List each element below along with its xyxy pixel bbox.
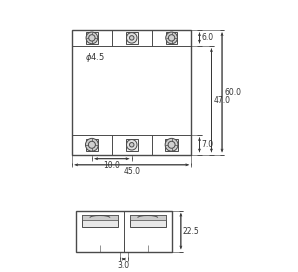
Bar	[82, 215, 118, 227]
Bar	[165, 139, 178, 151]
Circle shape	[166, 32, 177, 44]
Text: 6.0: 6.0	[201, 33, 214, 42]
Circle shape	[126, 140, 137, 150]
Bar	[126, 32, 138, 44]
Text: 10.0: 10.0	[103, 161, 120, 170]
Bar	[86, 139, 98, 151]
Bar	[130, 215, 166, 220]
Text: 3.0: 3.0	[118, 261, 130, 270]
Bar	[166, 32, 177, 44]
Text: 47.0: 47.0	[214, 96, 231, 105]
Bar	[76, 211, 172, 252]
Bar	[82, 215, 118, 220]
Bar	[130, 215, 166, 227]
Circle shape	[86, 138, 98, 151]
Bar	[125, 139, 138, 151]
Text: 7.0: 7.0	[201, 140, 214, 149]
Text: 45.0: 45.0	[123, 167, 140, 176]
Circle shape	[89, 141, 95, 148]
Bar	[72, 30, 192, 155]
Circle shape	[130, 143, 134, 147]
Circle shape	[89, 35, 95, 41]
Text: 60.0: 60.0	[224, 88, 241, 97]
Circle shape	[86, 32, 98, 44]
Circle shape	[168, 141, 175, 148]
Text: 22.5: 22.5	[183, 227, 200, 236]
Circle shape	[168, 35, 175, 41]
Circle shape	[165, 138, 178, 151]
Circle shape	[126, 33, 137, 43]
Bar	[86, 32, 98, 44]
Text: $\phi$4.5: $\phi$4.5	[85, 51, 105, 64]
Circle shape	[130, 36, 134, 40]
